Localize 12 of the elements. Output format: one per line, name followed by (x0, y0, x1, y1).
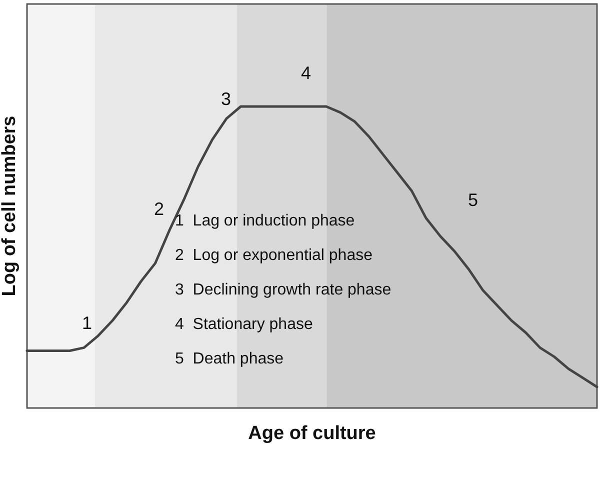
annotation: 4 Stationary phase (175, 316, 313, 333)
annotation: 5 (468, 190, 478, 210)
annotation: 5 Death phase (175, 350, 284, 368)
annotation: 3 (221, 89, 232, 109)
annotation: 1 Lag or induction phase (175, 212, 355, 230)
annotation: 1 (82, 313, 92, 333)
annotation: 3 Declining growth rate phase (175, 282, 392, 298)
annotation: 2 Log or exponential phase (175, 247, 373, 264)
x-axis-title: Age of culture (248, 423, 376, 444)
text: 4 (301, 63, 312, 83)
y-axis-title: Log of cell numbers (0, 116, 20, 296)
annotation: 2 (154, 199, 164, 219)
